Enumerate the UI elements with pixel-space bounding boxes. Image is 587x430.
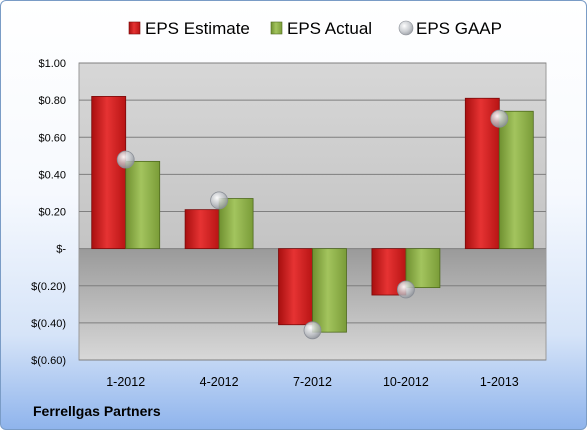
marker-eps-gaap [210,191,229,210]
y-tick-label: $0.80 [38,95,66,107]
x-axis-ticks: 1-2012 4-2012 7-2012 10-2012 1-2013 [106,375,519,389]
y-tick-label: $0.60 [38,132,66,144]
legend-swatch [270,21,283,35]
x-tick-label: 7-2012 [293,375,332,389]
x-tick-label: 1-2013 [480,375,519,389]
bar-eps-estimate [278,248,313,326]
marker-eps-gaap [490,109,509,128]
legend-label: EPS Estimate [145,19,250,38]
bar-eps-estimate [184,209,220,250]
y-tick-label: $1.00 [38,58,66,70]
bar-eps-actual [312,248,347,333]
bar-eps-actual [125,160,161,250]
x-tick-label: 4-2012 [200,375,239,389]
legend: EPS Estimate EPS Actual EPS GAAP [128,19,502,38]
y-tick-label: $0.40 [38,169,66,181]
bar-eps-actual [498,110,534,250]
marker-eps-gaap [396,280,415,299]
gaap-markers [116,109,509,340]
x-tick-label: 1-2012 [106,375,145,389]
legend-swatch [128,21,141,35]
legend-swatch [398,20,414,36]
bar-eps-actual [405,248,441,289]
company-name: Ferrellgas Partners [33,403,161,419]
legend-label: EPS Actual [287,19,372,38]
bar-eps-estimate [91,96,127,250]
y-tick-label: $0.20 [38,207,66,219]
marker-eps-gaap [303,321,322,340]
y-tick-label: $(0.60) [31,355,66,367]
y-tick-label: $- [56,244,66,256]
x-tick-label: 10-2012 [383,375,429,389]
legend-label: EPS GAAP [416,19,502,38]
marker-eps-gaap [116,150,135,169]
y-tick-label: $(0.20) [31,281,66,293]
bars [91,96,534,333]
y-axis-ticks: $1.00 $0.80 $0.60 $0.40 $0.20 $- $(0.20) $(0.40… [31,58,66,367]
y-tick-label: $(0.40) [31,318,66,330]
